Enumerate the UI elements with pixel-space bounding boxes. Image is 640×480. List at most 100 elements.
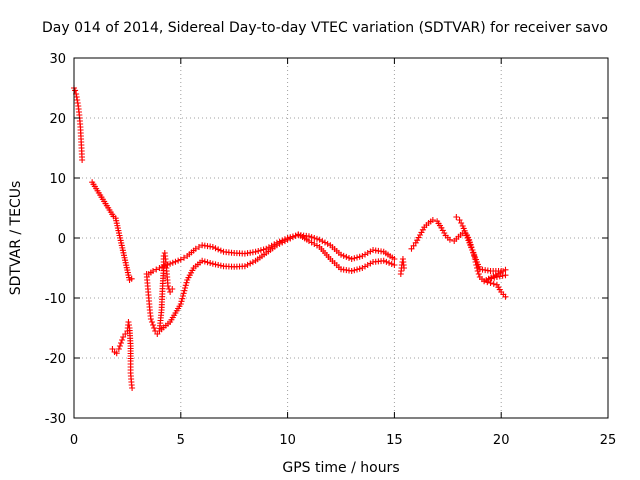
y-tick-labels: 30 20 10 0 -10 -20 -30 — [45, 52, 66, 427]
data-point — [255, 248, 262, 255]
data-point — [364, 262, 371, 268]
data-point — [441, 230, 448, 236]
data-point — [417, 232, 424, 238]
data-point — [289, 234, 296, 241]
data-point — [115, 346, 122, 352]
data-point — [419, 226, 426, 233]
data-point — [204, 259, 211, 266]
data-point — [128, 275, 135, 282]
data-point — [182, 282, 189, 289]
data-point — [491, 274, 498, 281]
data-point — [201, 258, 208, 265]
data-point — [308, 234, 315, 241]
data-point — [348, 256, 355, 262]
data-point — [439, 227, 446, 234]
data-point — [72, 87, 79, 94]
data-point — [207, 260, 214, 267]
x-tick-label: 10 — [279, 433, 296, 448]
data-point — [169, 259, 176, 266]
data-point — [343, 253, 350, 260]
data-point — [164, 261, 171, 268]
data-point — [388, 260, 395, 267]
data-point — [281, 238, 288, 245]
data-point — [412, 239, 419, 246]
y-axis-title: SDTVAR / TECUs — [8, 181, 24, 296]
y-tick-label: 0 — [58, 232, 66, 247]
data-point — [199, 257, 206, 264]
data-point — [415, 234, 422, 241]
y-tick-label: 20 — [49, 112, 66, 127]
data-point — [183, 279, 190, 286]
data-point — [502, 293, 509, 300]
data-point — [499, 272, 506, 279]
data-point — [195, 244, 202, 250]
data-point — [313, 235, 320, 242]
data-point — [313, 242, 320, 249]
data-point — [346, 254, 353, 261]
data-point — [311, 241, 318, 247]
data-point — [354, 254, 361, 261]
data-marks — [71, 85, 509, 391]
data-point — [391, 256, 398, 262]
data-point — [351, 267, 358, 274]
data-point — [215, 262, 222, 268]
data-point — [356, 253, 363, 260]
data-point — [169, 286, 176, 292]
data-point — [252, 248, 259, 255]
data-point — [475, 271, 482, 277]
data-point — [364, 250, 371, 256]
data-point — [359, 253, 366, 259]
data-point — [446, 236, 453, 243]
data-point — [182, 285, 189, 291]
data-point — [496, 273, 503, 280]
data-point — [359, 265, 366, 271]
data-point — [175, 257, 182, 264]
data-point — [181, 287, 188, 294]
data-point — [391, 262, 398, 268]
data-point — [212, 261, 219, 268]
data-point — [319, 238, 326, 245]
data-point — [79, 157, 86, 163]
data-point — [308, 239, 315, 246]
data-point — [367, 260, 374, 267]
data-point — [284, 236, 291, 243]
data-point — [273, 242, 280, 249]
data-point — [351, 255, 358, 262]
data-point — [429, 217, 436, 223]
data-point — [249, 259, 256, 266]
y-tick-label: -20 — [45, 352, 66, 367]
data-point — [178, 298, 185, 305]
data-point — [209, 244, 216, 250]
y-tick-label: 30 — [49, 52, 66, 67]
data-point — [217, 262, 224, 269]
data-point — [386, 259, 393, 266]
data-point — [485, 276, 492, 283]
data-point — [340, 252, 347, 259]
data-point — [129, 385, 136, 391]
data-point — [493, 274, 500, 280]
data-point — [418, 229, 425, 236]
axis-ticks — [73, 57, 609, 419]
data-point — [488, 275, 495, 282]
data-point — [153, 266, 160, 273]
data-point — [113, 350, 120, 357]
data-point — [209, 260, 216, 267]
grid-lines — [74, 58, 608, 418]
data-point — [287, 235, 294, 242]
data-point — [156, 265, 163, 271]
y-tick-label: 10 — [49, 172, 66, 187]
data-point — [311, 235, 318, 241]
data-point — [338, 251, 344, 258]
x-axis-title: GPS time / hours — [282, 460, 399, 476]
data-point — [316, 236, 323, 243]
data-point — [362, 251, 369, 258]
data-point — [147, 316, 154, 322]
data-point — [244, 261, 251, 268]
data-point — [502, 272, 509, 279]
chart-title: Day 014 of 2014, Sidereal Day-to-day VTE… — [42, 20, 608, 36]
data-point — [215, 246, 222, 253]
y-tick-label: -30 — [45, 412, 66, 427]
data-point — [356, 265, 363, 272]
data-point — [438, 224, 445, 231]
